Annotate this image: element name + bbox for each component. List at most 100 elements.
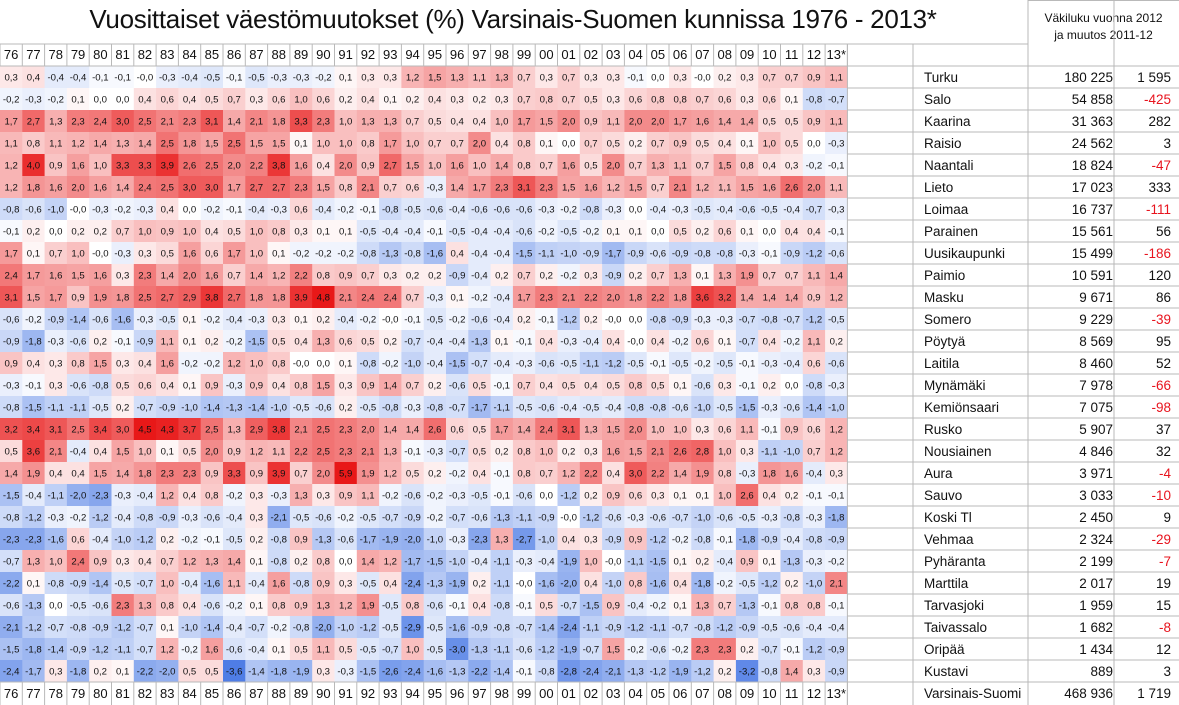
heat-cell (66, 110, 90, 133)
heat-cell-value: 2,0 (629, 116, 642, 127)
heat-cell-value: 0,4 (138, 94, 152, 105)
heat-cell (468, 198, 491, 221)
heat-cell (334, 154, 358, 177)
heat-cell-value: 0,5 (183, 666, 196, 677)
heat-cell (557, 242, 581, 265)
municipality-name: Taivassalo (924, 620, 987, 635)
heat-cell-value: 3,4 (94, 424, 108, 435)
heat-cell-value: 0,3 (830, 468, 843, 479)
heat-cell-value: -0,6 (828, 248, 845, 259)
heat-cell (758, 176, 781, 199)
heat-cell (512, 198, 536, 221)
heat-cell (713, 110, 737, 133)
population-value: 31 363 (1072, 114, 1113, 129)
heat-cell (0, 220, 23, 243)
heat-cell (825, 286, 848, 309)
population-value: 9 229 (1079, 312, 1113, 327)
heat-cell (0, 154, 23, 177)
heat-cell-value: -0,4 (47, 72, 64, 83)
heat-cell-value: 1,2 (71, 138, 84, 149)
heat-cell-value: 1,1 (807, 270, 820, 281)
heat-cell-value: 0,5 (428, 116, 441, 127)
population-change-value: 333 (1148, 180, 1171, 195)
heat-cell-value: -0,1 (92, 72, 109, 83)
heat-cell-value: 0,5 (361, 336, 374, 347)
heat-cell-value: -2,0 (315, 622, 332, 633)
heat-cell (446, 264, 469, 287)
heat-cell-value: -0,5 (92, 402, 109, 413)
heat-cell-value: 0,8 (406, 600, 419, 611)
heat-cell-value: 3,6 (27, 446, 40, 457)
year-footer-label: 98 (495, 686, 509, 701)
heat-cell-value: -0,9 (627, 248, 644, 259)
heat-cell-value: -1,2 (716, 622, 733, 633)
heat-cell-value: 2,2 (651, 468, 664, 479)
heat-cell-value: 0,2 (629, 270, 642, 281)
heat-cell (379, 220, 402, 243)
heat-cell-value: 2,3 (540, 182, 553, 193)
heat-cell-value: -0,2 (627, 644, 644, 655)
heat-cell (557, 110, 581, 133)
heat-cell-value: 2,0 (651, 116, 664, 127)
heat-cell-value: 0,7 (562, 72, 575, 83)
heat-cell-value: 1,2 (161, 644, 174, 655)
heat-cell-value: -0,4 (471, 226, 488, 237)
year-header-label: 03 (606, 47, 620, 62)
heat-cell (156, 198, 179, 221)
heat-cell (66, 88, 90, 111)
heat-cell-value: -0,5 (382, 600, 399, 611)
heat-cell (289, 242, 313, 265)
heat-cell-value: 3,8 (205, 292, 218, 303)
year-header-label: 05 (651, 47, 665, 62)
population-value: 1 959 (1079, 598, 1113, 613)
heat-cell (178, 308, 202, 331)
heat-cell-value: 1,9 (27, 468, 40, 479)
heat-cell (512, 110, 536, 133)
heat-cell (200, 264, 224, 287)
heat-cell (780, 176, 804, 199)
heat-cell-value: -0,6 (404, 490, 421, 501)
heat-cell-value: -0,6 (672, 402, 689, 413)
heat-cell-value: 0,9 (740, 556, 753, 567)
heat-cell-value: 0,3 (584, 446, 597, 457)
heat-cell (401, 110, 425, 133)
heat-cell (223, 242, 246, 265)
population-value: 5 907 (1079, 422, 1113, 437)
heat-cell-value: -1,7 (471, 402, 488, 413)
heat-cell (267, 264, 291, 287)
heat-cell-value: -0,3 (226, 380, 243, 391)
heat-cell-value: -1,0 (449, 556, 466, 567)
heat-cell-value: 0,2 (740, 644, 753, 655)
heat-cell-value: -0,8 (538, 666, 555, 677)
heat-cell-value: 2,5 (138, 292, 151, 303)
heat-cell (89, 198, 112, 221)
heat-cell-value: 2,4 (94, 116, 108, 127)
heat-cell-value: -0,3 (761, 402, 778, 413)
heat-cell-value: -0,4 (471, 248, 488, 259)
heat-cell (312, 154, 335, 177)
heat-cell-value: 0,9 (807, 292, 820, 303)
heat-cell (156, 220, 179, 243)
heat-cell-value: 0,9 (339, 490, 352, 501)
heat-cell-value: -0,0 (516, 578, 533, 589)
heat-cell-value: -1,7 (360, 534, 377, 545)
heat-cell-value: 0,7 (406, 292, 419, 303)
heat-cell-value: 3,1 (562, 424, 575, 435)
heat-cell (535, 286, 558, 309)
heat-cell-value: -3,2 (739, 666, 756, 677)
heat-cell-value: 0,1 (673, 380, 686, 391)
heat-cell-value: 0,7 (406, 116, 419, 127)
heat-cell-value: 0,8 (317, 270, 330, 281)
heat-cell (111, 132, 135, 155)
heat-cell-value: 0,2 (785, 490, 798, 501)
heat-cell-value: 0,1 (250, 600, 263, 611)
heat-cell-value: 1,0 (250, 248, 263, 259)
heat-cell-value: -0,5 (293, 512, 310, 523)
heat-cell-value: 0,2 (830, 336, 843, 347)
heat-cell-value: 0,2 (473, 94, 486, 105)
heat-cell-value: -1,5 (360, 666, 377, 677)
heat-cell-value: 2,6 (740, 490, 753, 501)
heat-cell (691, 132, 714, 155)
year-footer-label: 90 (316, 686, 330, 701)
heat-cell (178, 110, 202, 133)
